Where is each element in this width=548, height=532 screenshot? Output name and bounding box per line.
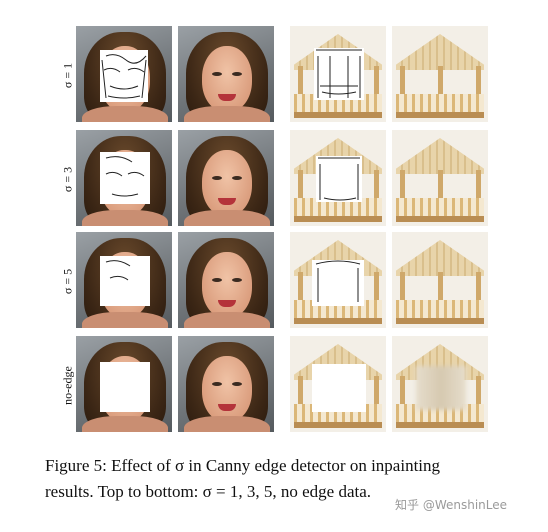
figure-grid: σ = 1 σ = 3 σ = 5 no-edge — [60, 26, 488, 432]
face-input-image — [76, 130, 172, 226]
gazebo-input-image — [290, 336, 386, 432]
row-label-sigma-1: σ = 1 — [60, 62, 75, 89]
gazebo-input-image — [290, 130, 386, 226]
face-result-image — [178, 130, 274, 226]
gazebo-result-image — [392, 26, 488, 122]
row-label-no-edge: no-edge — [60, 366, 75, 405]
gazebo-result-image — [392, 336, 488, 432]
watermark: 知乎 @WenshinLee — [395, 498, 508, 512]
caption-line-2: results. Top to bottom: σ = 1, 3, 5, no … — [45, 482, 372, 501]
face-result-image — [178, 26, 274, 122]
gazebo-result-image — [392, 130, 488, 226]
gazebo-input-image — [290, 232, 386, 328]
row-label-sigma-3: σ = 3 — [60, 166, 75, 193]
figure-caption: Figure 5: Effect of σ in Canny edge dete… — [45, 453, 545, 505]
caption-line-1: Figure 5: Effect of σ in Canny edge dete… — [45, 456, 441, 475]
face-result-image — [178, 232, 274, 328]
gazebo-input-image — [290, 26, 386, 122]
gazebo-result-image — [392, 232, 488, 328]
face-input-image — [76, 336, 172, 432]
face-input-image — [76, 26, 172, 122]
row-label-sigma-5: σ = 5 — [60, 268, 75, 295]
face-input-image — [76, 232, 172, 328]
face-result-image — [178, 336, 274, 432]
